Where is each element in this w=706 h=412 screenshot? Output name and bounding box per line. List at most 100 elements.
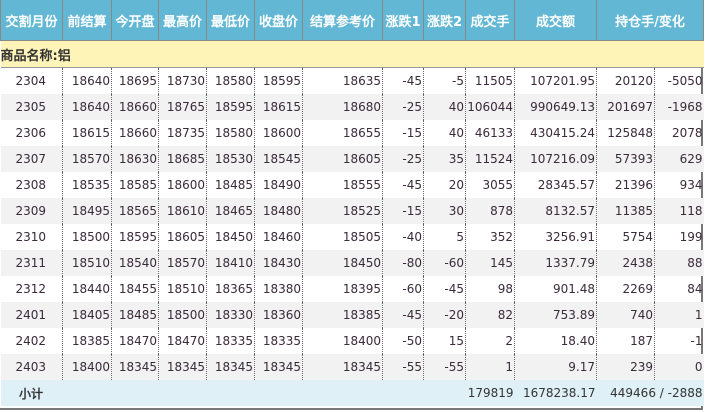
table-cell: -55 <box>423 354 466 380</box>
column-header[interactable]: 结算参考价 <box>302 0 383 41</box>
table-cell: 107216.09 <box>514 146 597 172</box>
table-cell: 2438 <box>596 250 655 276</box>
table-cell: 15 <box>423 328 466 354</box>
table-cell: 18500 <box>158 302 207 328</box>
table-cell: 18580 <box>206 67 255 94</box>
table-cell: 18450 <box>206 224 255 250</box>
table-cell: 18570 <box>62 146 112 172</box>
table-cell: -15 <box>382 120 424 146</box>
table-cell: 11385 <box>596 198 655 224</box>
column-header[interactable]: 前结算 <box>62 0 112 41</box>
table-row: 2305 18640 18660 18765 18595 18615 18680 -25 40 1… <box>0 94 704 120</box>
table-cell: 18680 <box>302 94 383 120</box>
table-cell: 1 <box>654 302 704 328</box>
table-cell: 753.89 <box>514 302 597 328</box>
subtotal-row: 小计 179819 1678238.17 449466 / -2888 <box>0 380 704 406</box>
table-cell: -45 <box>382 302 424 328</box>
table-cell: 9.17 <box>514 354 597 380</box>
empty <box>62 380 466 406</box>
table-cell: 878 <box>465 198 515 224</box>
table-cell: 18595 <box>206 94 255 120</box>
table-cell: 18660 <box>111 120 159 146</box>
table-cell: 18380 <box>254 276 303 302</box>
table-cell: 2311 <box>0 250 63 276</box>
table-cell: 18470 <box>158 328 207 354</box>
column-header[interactable]: 交割月份 <box>0 0 63 41</box>
table-cell: 18405 <box>62 302 112 328</box>
table-cell: 934 <box>654 172 704 198</box>
table-cell: 18330 <box>206 302 255 328</box>
table-cell: 18400 <box>302 328 383 354</box>
table-cell: 18400 <box>62 354 112 380</box>
table-cell: 430415.24 <box>514 120 597 146</box>
table-cell: 11505 <box>465 67 515 94</box>
table-cell: 187 <box>596 328 655 354</box>
table-cell: 18695 <box>111 67 159 94</box>
table-cell: 18480 <box>254 198 303 224</box>
table-cell: 40 <box>423 120 466 146</box>
table-cell: 199 <box>654 224 704 250</box>
table-cell: 106044 <box>465 94 515 120</box>
table-cell: 18570 <box>158 250 207 276</box>
table-cell: 18510 <box>158 276 207 302</box>
table-cell: 0 <box>654 354 704 380</box>
table-cell: 18490 <box>254 172 303 198</box>
table-cell: 18410 <box>206 250 255 276</box>
table-cell: 18430 <box>254 250 303 276</box>
table-row: 2311 18510 18540 18570 18410 18430 18450 -80 -60… <box>0 250 704 276</box>
table-cell: 35 <box>423 146 466 172</box>
table-row: 2309 18495 18565 18610 18465 18480 18525 -15 30 8… <box>0 198 704 224</box>
table-cell: -1 <box>654 328 704 354</box>
table-cell: 18395 <box>302 276 383 302</box>
table-cell: -50 <box>382 328 424 354</box>
table-cell: 18345 <box>254 354 303 380</box>
column-header[interactable]: 持仓手/变化 <box>596 0 704 41</box>
table-cell: 18.40 <box>514 328 597 354</box>
table-cell: 18470 <box>111 328 159 354</box>
table-cell: 82 <box>465 302 515 328</box>
header-row: 交割月份 前结算 今开盘 最高价 最低价 收盘价 结算参考价 涨跌1 涨跌2 成交手 成交额 持仓手/… <box>0 0 704 41</box>
table-cell: 18345 <box>206 354 255 380</box>
column-header[interactable]: 成交手 <box>465 0 515 41</box>
column-header[interactable]: 最低价 <box>206 0 255 41</box>
table-cell: 18530 <box>206 146 255 172</box>
table-cell: 352 <box>465 224 515 250</box>
table-cell: 18485 <box>111 302 159 328</box>
table-cell: 18640 <box>62 94 112 120</box>
table-cell: 2403 <box>0 354 63 380</box>
table-cell: -40 <box>382 224 424 250</box>
table-cell: 629 <box>654 146 704 172</box>
table-cell: 18440 <box>62 276 112 302</box>
column-header[interactable]: 今开盘 <box>111 0 159 41</box>
table-cell: 18685 <box>158 146 207 172</box>
table-cell: 18595 <box>254 67 303 94</box>
column-header[interactable]: 收盘价 <box>254 0 303 41</box>
table-cell: 2401 <box>0 302 63 328</box>
table-cell: 57393 <box>596 146 655 172</box>
table-cell: 18345 <box>158 354 207 380</box>
table-cell: 18505 <box>302 224 383 250</box>
table-cell: 18615 <box>62 120 112 146</box>
table-cell: 40 <box>423 94 466 120</box>
table-cell: -1968 <box>654 94 704 120</box>
table-cell: 3055 <box>465 172 515 198</box>
table-cell: 2402 <box>15 334 47 348</box>
table-cell: -45 <box>382 67 424 94</box>
column-header[interactable]: 成交额 <box>514 0 597 41</box>
table-cell: 18595 <box>111 224 159 250</box>
table-cell: 18345 <box>111 354 159 380</box>
table-cell: 18495 <box>62 198 112 224</box>
table-cell: 901.48 <box>514 276 597 302</box>
table-cell: 18465 <box>206 198 255 224</box>
column-header[interactable]: 最高价 <box>158 0 207 41</box>
commodity-name-row: 商品名称:铝 <box>0 40 704 68</box>
column-header[interactable]: 涨跌1 <box>382 0 424 41</box>
column-header[interactable]: 涨跌2 <box>423 0 466 41</box>
table-cell: 18335 <box>206 328 255 354</box>
table-cell: 2269 <box>596 276 655 302</box>
table-cell: 18545 <box>254 146 303 172</box>
table-cell: -20 <box>423 302 466 328</box>
table-row: 2306 18615 18660 18735 18580 18600 18655 -15 40 4… <box>1 120 704 146</box>
table-cell: 18630 <box>111 146 159 172</box>
table-cell: 18535 <box>62 172 112 198</box>
